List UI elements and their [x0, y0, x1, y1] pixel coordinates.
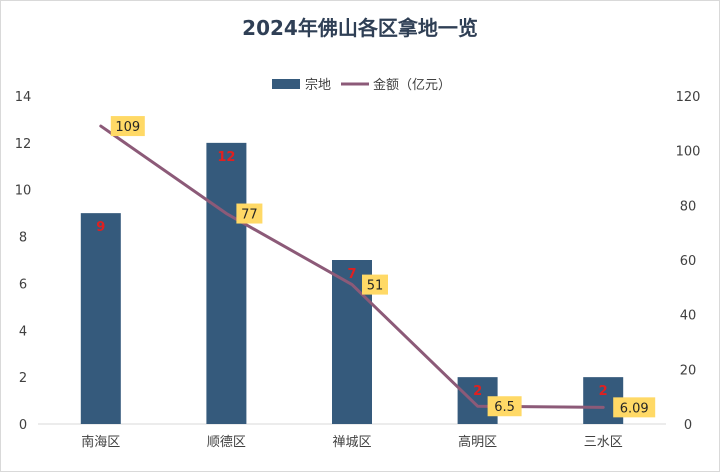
left-tick-label: 8	[19, 231, 27, 246]
legend-bar-swatch	[272, 79, 300, 89]
line-value-label: 6.5	[494, 400, 515, 415]
right-tick-label: 80	[680, 199, 697, 214]
bar-value-label: 12	[217, 150, 235, 165]
chart-title: 2024年佛山各区拿地一览	[242, 16, 478, 40]
right-tick-label: 100	[676, 145, 701, 160]
line-value-label-box	[110, 116, 145, 137]
line-value-label-box	[362, 274, 388, 295]
left-tick-label: 10	[15, 184, 32, 199]
line-value-label-box	[236, 203, 263, 224]
left-tick-label: 4	[19, 324, 27, 339]
line-data-labels: 109 77 51 6.5 6.09	[110, 116, 656, 418]
category-label: 顺德区	[207, 435, 246, 450]
category-label: 南海区	[81, 434, 120, 450]
left-tick-label: 12	[15, 137, 32, 152]
bar	[206, 142, 247, 424]
line-value-label: 51	[367, 279, 384, 294]
bar	[80, 213, 121, 424]
bar-value-label: 2	[599, 384, 608, 399]
line-value-label: 77	[241, 208, 258, 223]
left-tick-label: 14	[15, 90, 32, 105]
left-tick-label: 6	[19, 277, 27, 292]
legend-bar-label: 宗地	[305, 77, 331, 93]
legend: 宗地 金额（亿元）	[272, 77, 451, 93]
bar-value-label: 7	[347, 267, 356, 282]
left-axis: 0 2 4 6 8 10 12 14	[15, 90, 32, 433]
line-value-label: 109	[115, 120, 140, 135]
x-axis: 南海区 顺德区 禅城区 高明区 三水区	[81, 434, 622, 450]
bar-value-label: 9	[96, 220, 105, 235]
right-tick-label: 120	[676, 90, 701, 105]
category-label: 禅城区	[332, 435, 371, 450]
legend-line-label: 金额（亿元）	[373, 77, 451, 93]
bar-value-label: 2	[473, 384, 482, 399]
bar-data-labels: 9 12 7 2 2	[96, 150, 607, 399]
right-axis: 0 20 40 60 80 100 120	[676, 90, 701, 433]
right-tick-label: 20	[680, 363, 697, 378]
left-tick-label: 2	[19, 371, 27, 386]
line-value-label: 6.09	[620, 401, 649, 416]
category-label: 三水区	[584, 435, 623, 450]
category-label: 高明区	[458, 434, 497, 450]
line-value-label-box	[613, 397, 656, 418]
right-tick-label: 60	[680, 254, 697, 269]
left-tick-label: 0	[19, 418, 27, 433]
right-tick-label: 0	[684, 418, 692, 433]
right-tick-label: 40	[680, 309, 697, 324]
line-value-label-box	[487, 396, 522, 417]
